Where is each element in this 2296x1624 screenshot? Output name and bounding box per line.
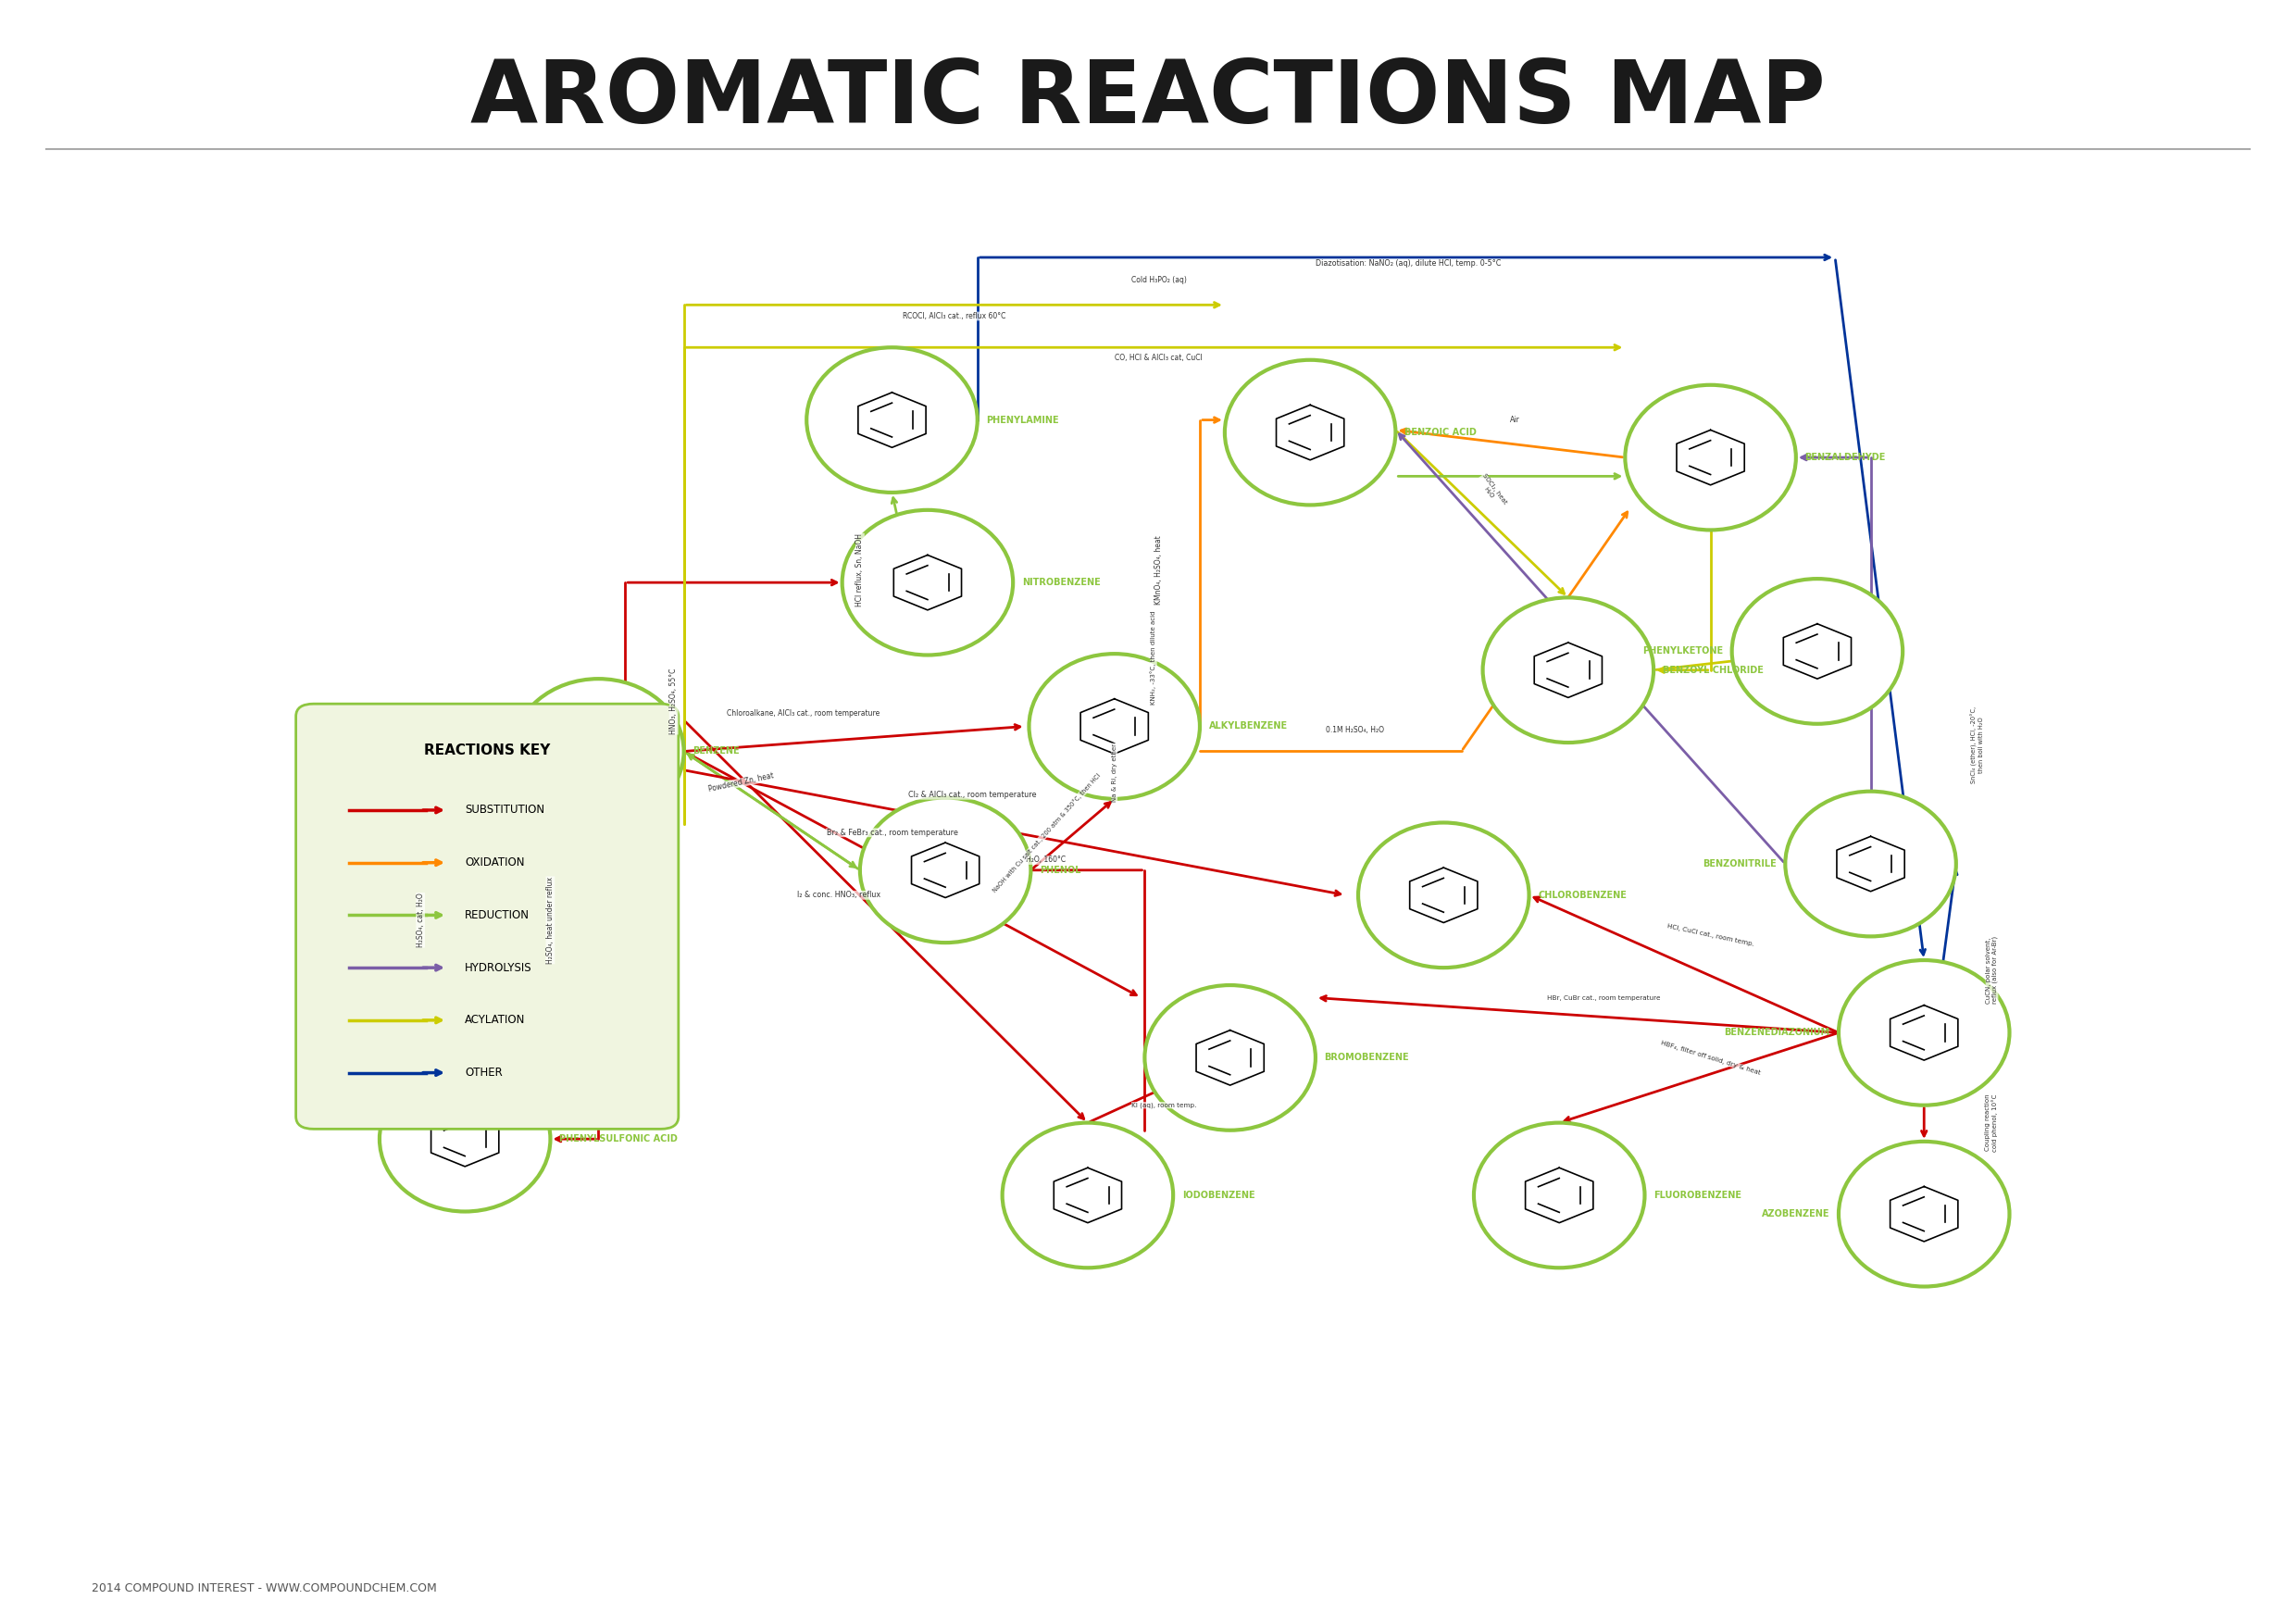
Text: HNO₃, H₂SO₄, 55°C: HNO₃, H₂SO₄, 55°C xyxy=(670,669,677,734)
Text: ALKYLBENZENE: ALKYLBENZENE xyxy=(1208,721,1288,731)
Ellipse shape xyxy=(843,510,1013,654)
Text: FLUOROBENZENE: FLUOROBENZENE xyxy=(1653,1190,1743,1200)
Text: Cold H₃PO₂ (aq): Cold H₃PO₂ (aq) xyxy=(1132,276,1187,284)
Ellipse shape xyxy=(1224,361,1396,505)
Text: REDUCTION: REDUCTION xyxy=(464,909,530,921)
Text: H₂SO₄, cat, H₂O: H₂SO₄, cat, H₂O xyxy=(416,893,425,947)
Text: PHENYLAMINE: PHENYLAMINE xyxy=(987,416,1058,424)
Text: BENZONITRILE: BENZONITRILE xyxy=(1704,859,1777,869)
Text: CHLOROBENZENE: CHLOROBENZENE xyxy=(1538,890,1626,900)
Text: SnCl₄ (ether), HCl, -20°C,
then boil with H₂O: SnCl₄ (ether), HCl, -20°C, then boil wit… xyxy=(1970,706,1984,783)
Ellipse shape xyxy=(1731,578,1903,724)
Text: BROMOBENZENE: BROMOBENZENE xyxy=(1325,1052,1410,1062)
Text: Diazotisation: NaNO₂ (aq), dilute HCl, temp. 0-5°C: Diazotisation: NaNO₂ (aq), dilute HCl, t… xyxy=(1316,260,1502,268)
Text: HBF₄, filter off solid, dry & heat: HBF₄, filter off solid, dry & heat xyxy=(1660,1039,1761,1075)
Text: REACTIONS KEY: REACTIONS KEY xyxy=(425,744,551,758)
Text: HYDROLYSIS: HYDROLYSIS xyxy=(464,961,533,974)
Text: NITROBENZENE: NITROBENZENE xyxy=(1022,578,1100,588)
Ellipse shape xyxy=(1359,823,1529,968)
Text: Na & Ri, dry ether: Na & Ri, dry ether xyxy=(1111,744,1118,802)
Text: BENZOYL CHLORIDE: BENZOYL CHLORIDE xyxy=(1662,666,1763,674)
Text: Cl₂ & AlCl₃ cat., room temperature: Cl₂ & AlCl₃ cat., room temperature xyxy=(907,791,1035,799)
Text: SOCl₂, heat
H₂O: SOCl₂, heat H₂O xyxy=(1476,473,1508,510)
Text: SUBSTITUTION: SUBSTITUTION xyxy=(464,804,544,817)
Text: KNH₂, -33°C, then dilute acid: KNH₂, -33°C, then dilute acid xyxy=(1150,611,1157,705)
Text: HBr, CuBr cat., room temperature: HBr, CuBr cat., room temperature xyxy=(1548,996,1660,1000)
Ellipse shape xyxy=(1474,1122,1644,1268)
Text: CO, HCl & AlCl₃ cat, CuCl: CO, HCl & AlCl₃ cat, CuCl xyxy=(1116,354,1203,362)
Text: Coupling reaction
cold phenol, 10°C: Coupling reaction cold phenol, 10°C xyxy=(1986,1095,1998,1151)
Text: RCOCl, AlCl₃ cat., reflux 60°C: RCOCl, AlCl₃ cat., reflux 60°C xyxy=(902,312,1006,320)
Text: NaOH with Cu salt cat., 200 atm & 350°C, then HCl: NaOH with Cu salt cat., 200 atm & 350°C,… xyxy=(992,771,1102,893)
FancyBboxPatch shape xyxy=(296,703,680,1129)
Ellipse shape xyxy=(1839,960,2009,1106)
Text: I₂ & conc. HNO₃, reflux: I₂ & conc. HNO₃, reflux xyxy=(797,892,879,900)
Text: AROMATIC REACTIONS MAP: AROMATIC REACTIONS MAP xyxy=(471,57,1825,141)
Ellipse shape xyxy=(1146,986,1316,1130)
Text: OXIDATION: OXIDATION xyxy=(464,856,526,869)
Text: KI (aq), room temp.: KI (aq), room temp. xyxy=(1132,1103,1196,1108)
Text: AZOBENZENE: AZOBENZENE xyxy=(1761,1210,1830,1218)
Text: Air: Air xyxy=(1511,416,1520,424)
Ellipse shape xyxy=(861,797,1031,942)
Text: BENZENEDIAZONIUM: BENZENEDIAZONIUM xyxy=(1724,1028,1830,1038)
Ellipse shape xyxy=(512,679,684,823)
Text: BENZENE: BENZENE xyxy=(693,747,739,757)
Text: Br₂ & FeBr₃ cat., room temperature: Br₂ & FeBr₃ cat., room temperature xyxy=(827,828,957,836)
Ellipse shape xyxy=(806,348,978,492)
Text: H₂O, 160°C: H₂O, 160°C xyxy=(1026,856,1065,864)
Text: Chloroalkane, AlCl₃ cat., room temperature: Chloroalkane, AlCl₃ cat., room temperatu… xyxy=(726,710,879,718)
Text: PHENOL: PHENOL xyxy=(1040,866,1081,875)
Text: PHENYLSULFONIC ACID: PHENYLSULFONIC ACID xyxy=(560,1134,677,1143)
Text: KMnO₄, H₂SO₄, heat: KMnO₄, H₂SO₄, heat xyxy=(1155,536,1164,604)
Text: PHENYLKETONE: PHENYLKETONE xyxy=(1642,646,1722,656)
Ellipse shape xyxy=(1003,1122,1173,1268)
Text: CuCN, polar solvent,
reflux (also for Ar-Br): CuCN, polar solvent, reflux (also for Ar… xyxy=(1986,937,1998,1004)
Text: 0.1M H₂SO₄, H₂O: 0.1M H₂SO₄, H₂O xyxy=(1325,726,1384,734)
Ellipse shape xyxy=(1786,791,1956,937)
Ellipse shape xyxy=(1626,385,1795,529)
Text: BENZOIC ACID: BENZOIC ACID xyxy=(1405,427,1476,437)
Text: IODOBENZENE: IODOBENZENE xyxy=(1182,1190,1256,1200)
Ellipse shape xyxy=(1483,598,1653,742)
Text: ACYLATION: ACYLATION xyxy=(464,1013,526,1026)
Ellipse shape xyxy=(1839,1142,2009,1286)
Text: BENZALDEHYDE: BENZALDEHYDE xyxy=(1805,453,1885,463)
Text: OTHER: OTHER xyxy=(464,1067,503,1078)
Ellipse shape xyxy=(379,1067,551,1212)
Text: HCl reflux, Sn, NaOH: HCl reflux, Sn, NaOH xyxy=(856,533,863,607)
Text: 2014 COMPOUND INTEREST - WWW.COMPOUNDCHEM.COM: 2014 COMPOUND INTEREST - WWW.COMPOUNDCHE… xyxy=(92,1583,436,1595)
Ellipse shape xyxy=(1029,654,1201,799)
Text: HCl, CuCl cat., room temp.: HCl, CuCl cat., room temp. xyxy=(1667,922,1754,947)
Text: Powdered Zn, heat: Powdered Zn, heat xyxy=(707,771,774,794)
Text: H₂SO₄, heat under reflux: H₂SO₄, heat under reflux xyxy=(546,877,556,963)
